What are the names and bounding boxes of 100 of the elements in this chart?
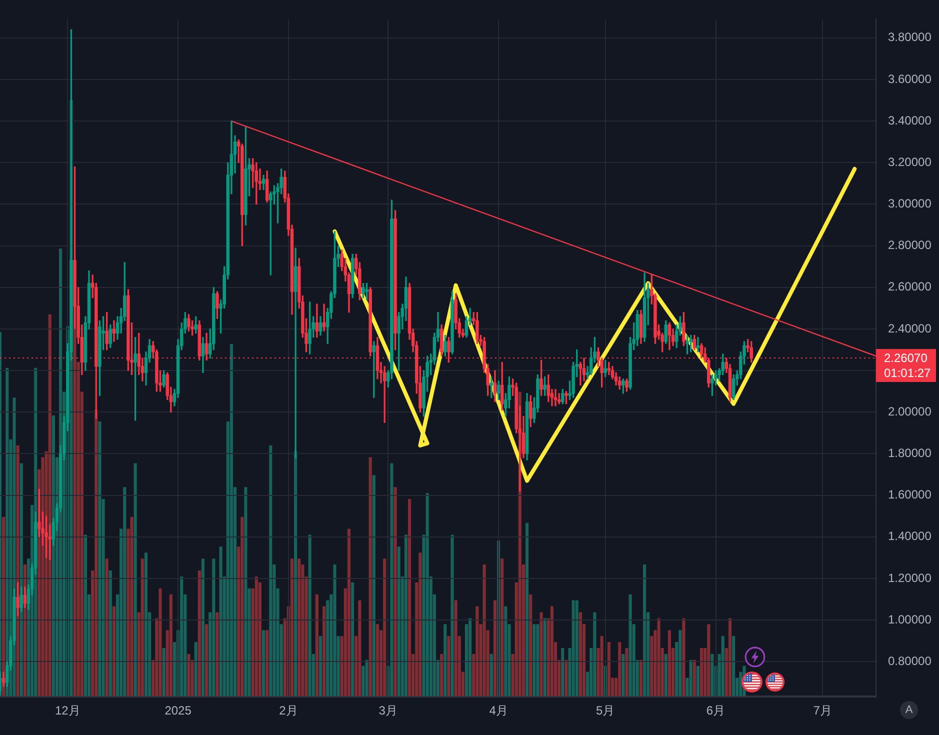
bar [98,422,102,696]
bar [454,600,458,696]
bar [315,594,318,696]
bar [689,660,692,696]
bar [622,654,625,696]
x-tick-label: 5月 [596,704,615,718]
bar [216,612,219,696]
bar [572,600,575,696]
bar [376,624,379,696]
bar [205,624,208,696]
bar [490,654,493,696]
candlestick [112,320,116,342]
bar [180,576,184,696]
bar [668,630,671,696]
bar [194,642,198,696]
bar [134,463,137,696]
bar [444,624,447,696]
bar [707,624,710,696]
bar [600,636,604,696]
bar [404,534,408,696]
x-tick-label: 6月 [706,704,726,718]
y-tick-label: 3.20000 [888,154,932,169]
bar [269,445,272,696]
x-tick-label: 2月 [279,704,298,718]
candlestick [578,362,582,386]
bar [536,624,540,696]
bar [212,558,216,696]
bar [219,546,222,696]
ref-line-label: 2.26070 [884,350,928,365]
y-tick-label: 2.60000 [888,280,932,294]
bar [358,600,362,696]
bar [347,528,351,696]
y-tick-label: 3.80000 [888,30,932,44]
bar [607,642,610,696]
y-tick-label: 3.40000 [888,113,932,128]
bar [532,624,536,696]
y-tick-label: 2.40000 [888,321,932,336]
bar [158,588,162,696]
bar [440,654,444,696]
text: 01:01:27 [884,366,932,380]
bar [564,660,568,696]
bar [710,654,714,696]
bar [593,612,596,696]
bar [244,487,248,696]
bar [162,648,166,696]
bar [262,630,266,696]
bar [240,516,244,696]
bar [52,416,55,696]
bar [682,618,686,696]
bar [84,534,87,696]
bar [187,654,190,696]
bar [390,463,394,696]
bar [0,332,2,696]
bar [692,660,696,696]
bar [230,344,233,696]
bar [12,398,16,696]
bar [368,457,372,696]
bar [123,487,126,696]
bar [318,636,322,696]
bar [130,516,134,696]
y-tick-label: 1.40000 [888,529,932,544]
x-tick-label: 12月 [54,704,80,718]
bar [561,648,564,696]
bar [169,594,172,696]
y-tick-label: 1.20000 [888,570,932,585]
bar [298,558,301,696]
y-tick-label: 2.00000 [888,404,932,418]
bar [322,606,326,696]
bar [201,558,205,696]
bar [418,552,422,696]
bar [447,636,450,696]
bar [365,660,368,696]
bar [504,606,508,696]
x-tick-label: 7月 [813,704,832,718]
bar [308,534,312,696]
bar [48,314,52,696]
bar [525,522,529,696]
x-tick-label: 2025 [164,704,192,718]
bar [383,558,386,696]
bar [394,487,397,696]
y-tick-label: 3.00000 [888,196,932,211]
bar [468,618,472,696]
bar [664,654,668,696]
bar [372,475,376,696]
bar [529,594,532,696]
bar [618,642,622,696]
bar [108,570,112,696]
bar [2,516,6,696]
bar [657,618,660,696]
bar [575,600,578,696]
bar [678,630,682,696]
bar [351,582,354,696]
round-button: A [900,701,918,719]
bar [6,368,9,696]
bar [482,564,486,696]
bar [112,606,116,696]
bar [728,618,732,696]
bar [550,606,554,696]
bar [94,410,98,696]
y-tick-label: 3.60000 [888,72,932,86]
